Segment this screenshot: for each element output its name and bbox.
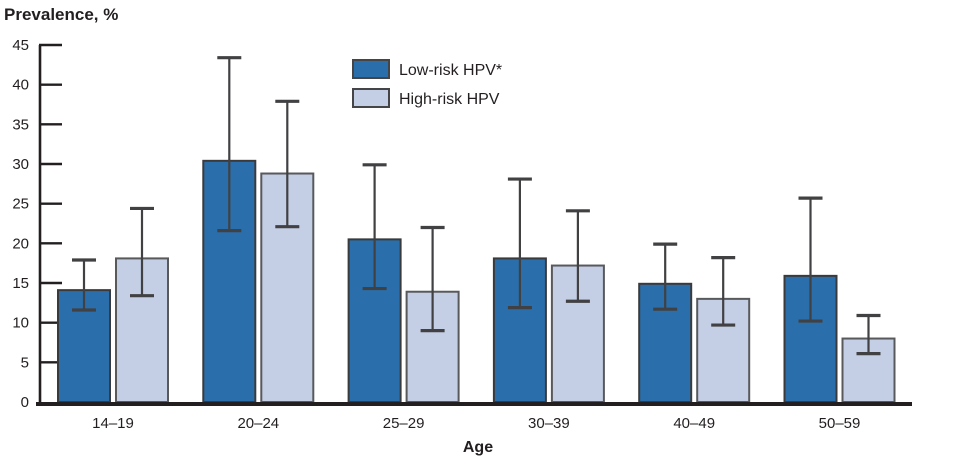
- y-tick-label-40: 40: [12, 77, 29, 94]
- y-tick-label-45: 45: [12, 37, 29, 54]
- y-tick-label-10: 10: [12, 315, 29, 332]
- y-tick-label-0: 0: [21, 394, 29, 411]
- y-axis-title: Prevalence, %: [4, 5, 118, 24]
- x-axis-line: [36, 402, 912, 406]
- y-tick-label-15: 15: [12, 275, 29, 292]
- legend-label-high-risk: High-risk HPV: [399, 91, 500, 108]
- x-category-label-50-59: 50–59: [819, 415, 861, 432]
- x-category-label-30-39: 30–39: [528, 415, 570, 432]
- y-tick-label-25: 25: [12, 196, 29, 213]
- y-tick-label-20: 20: [12, 235, 29, 252]
- x-category-label-25-29: 25–29: [383, 415, 425, 432]
- plot-area: 0 5 10 15 20 25 30 35 40 45 14–19 20–24 25–29 30–39 40…: [12, 37, 912, 432]
- legend: Low-risk HPV* High-risk HPV: [352, 59, 502, 108]
- y-tick-label-30: 30: [12, 156, 29, 173]
- legend-swatch-high-risk: [352, 88, 390, 108]
- x-axis-title: Age: [463, 439, 493, 456]
- legend-label-low-risk: Low-risk HPV*: [399, 62, 502, 79]
- x-category-label-14-19: 14–19: [92, 415, 134, 432]
- y-tick-label-5: 5: [21, 354, 29, 371]
- y-tick-label-35: 35: [12, 116, 29, 133]
- legend-swatch-low-risk: [352, 59, 390, 79]
- x-category-label-40-49: 40–49: [673, 415, 715, 432]
- x-category-label-20-24: 20–24: [237, 415, 279, 432]
